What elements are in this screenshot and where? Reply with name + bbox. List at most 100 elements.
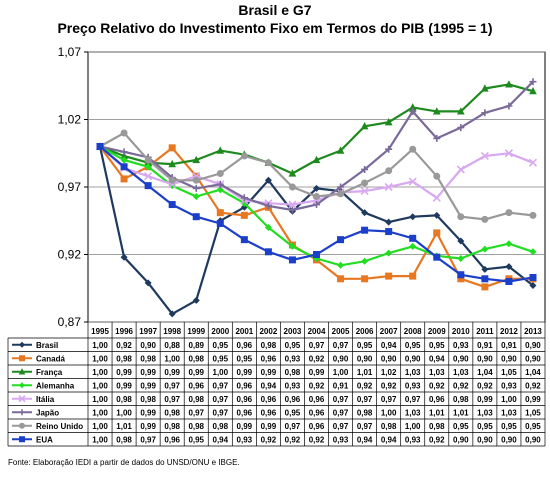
data-point xyxy=(120,253,128,261)
data-point xyxy=(432,193,441,202)
data-label: 1,00 xyxy=(116,408,132,417)
data-label: 0,96 xyxy=(261,354,277,363)
data-label: 0,97 xyxy=(213,408,229,417)
data-label: 1,00 xyxy=(92,395,108,404)
data-point xyxy=(337,236,345,244)
data-label: 1,03 xyxy=(453,368,469,377)
data-point xyxy=(216,219,224,227)
data-point xyxy=(361,165,369,173)
data-point xyxy=(216,170,224,177)
data-label: 0,99 xyxy=(164,368,180,377)
data-point xyxy=(120,175,128,183)
data-label: 1,00 xyxy=(501,395,517,404)
x-tick-label: 2000 xyxy=(211,327,229,336)
data-label: 0,90 xyxy=(525,354,541,363)
data-point xyxy=(385,145,393,153)
data-label: 0,90 xyxy=(501,435,517,444)
x-tick-label: 2009 xyxy=(428,327,446,336)
data-label: 0,99 xyxy=(140,422,156,431)
data-label: 0,98 xyxy=(188,422,204,431)
data-label: 0,90 xyxy=(525,341,541,350)
data-point xyxy=(192,155,201,164)
data-point xyxy=(505,80,513,88)
data-point xyxy=(288,183,296,191)
x-tick-label: 2012 xyxy=(500,327,518,336)
data-label: 0,96 xyxy=(261,408,277,417)
data-point xyxy=(120,151,128,160)
data-label: 0,94 xyxy=(261,381,277,390)
data-point xyxy=(312,155,321,164)
data-label: 0,94 xyxy=(429,354,445,363)
data-label: 0,96 xyxy=(309,408,325,417)
data-point xyxy=(337,261,345,269)
data-point xyxy=(144,156,152,164)
data-label: 0,93 xyxy=(333,435,349,444)
data-label: 1,03 xyxy=(405,368,421,377)
data-label: 0,99 xyxy=(525,395,541,404)
data-label: 0,90 xyxy=(140,341,156,350)
data-point xyxy=(409,242,417,250)
data-point xyxy=(216,180,224,188)
data-point xyxy=(529,78,537,86)
data-point xyxy=(529,211,537,219)
data-point xyxy=(505,102,513,110)
data-label: 0,92 xyxy=(357,381,373,390)
data-point xyxy=(192,192,200,200)
data-point xyxy=(481,84,489,92)
data-label: 0,99 xyxy=(140,368,156,377)
data-point xyxy=(409,145,417,153)
data-point xyxy=(96,143,104,150)
x-tick-label: 2013 xyxy=(524,327,542,336)
data-point xyxy=(337,190,345,198)
data-label: 1,00 xyxy=(92,381,108,390)
data-point xyxy=(216,209,224,217)
data-point xyxy=(504,149,513,158)
data-label: 0,97 xyxy=(333,408,349,417)
data-point xyxy=(457,271,465,279)
data-point xyxy=(18,395,26,403)
data-label: 0,94 xyxy=(381,435,397,444)
data-point xyxy=(168,176,176,184)
data-label: 0,92 xyxy=(525,381,541,390)
data-point xyxy=(313,201,320,209)
data-label: 0,88 xyxy=(164,341,180,350)
x-tick-label: 2004 xyxy=(308,327,326,336)
data-point xyxy=(409,107,417,115)
data-label: 0,92 xyxy=(381,381,397,390)
data-label: 1,05 xyxy=(525,408,541,417)
data-label: 0,93 xyxy=(405,381,421,390)
x-tick-label: 1998 xyxy=(163,327,181,336)
data-point xyxy=(168,159,177,168)
data-label: 1,02 xyxy=(381,368,397,377)
data-point xyxy=(433,229,441,237)
data-label: 0,98 xyxy=(140,354,156,363)
data-label: 0,97 xyxy=(285,422,301,431)
data-label: 1,05 xyxy=(501,368,517,377)
data-label: 0,93 xyxy=(237,435,253,444)
data-point xyxy=(336,146,345,154)
data-point xyxy=(19,341,25,348)
data-point xyxy=(264,248,272,256)
data-point xyxy=(385,218,393,226)
data-label: 0,92 xyxy=(429,435,445,444)
data-label: 0,98 xyxy=(357,408,373,417)
data-point xyxy=(529,248,537,256)
legend-entry: EUA xyxy=(36,435,53,444)
data-label: 0,92 xyxy=(285,435,301,444)
data-point xyxy=(240,152,248,160)
data-label: 0,90 xyxy=(453,354,469,363)
data-label: 0,95 xyxy=(188,435,204,444)
data-point xyxy=(192,176,200,184)
data-point xyxy=(337,183,345,191)
x-tick-label: 2003 xyxy=(284,327,302,336)
data-label: 1,01 xyxy=(429,408,445,417)
data-label: 0,97 xyxy=(381,395,397,404)
data-point xyxy=(456,107,465,115)
data-label: 0,99 xyxy=(116,381,132,390)
data-label: 0,96 xyxy=(309,395,325,404)
data-label: 1,03 xyxy=(501,408,517,417)
data-point xyxy=(288,169,297,177)
x-tick-label: 2002 xyxy=(259,327,277,336)
data-point xyxy=(384,118,393,126)
